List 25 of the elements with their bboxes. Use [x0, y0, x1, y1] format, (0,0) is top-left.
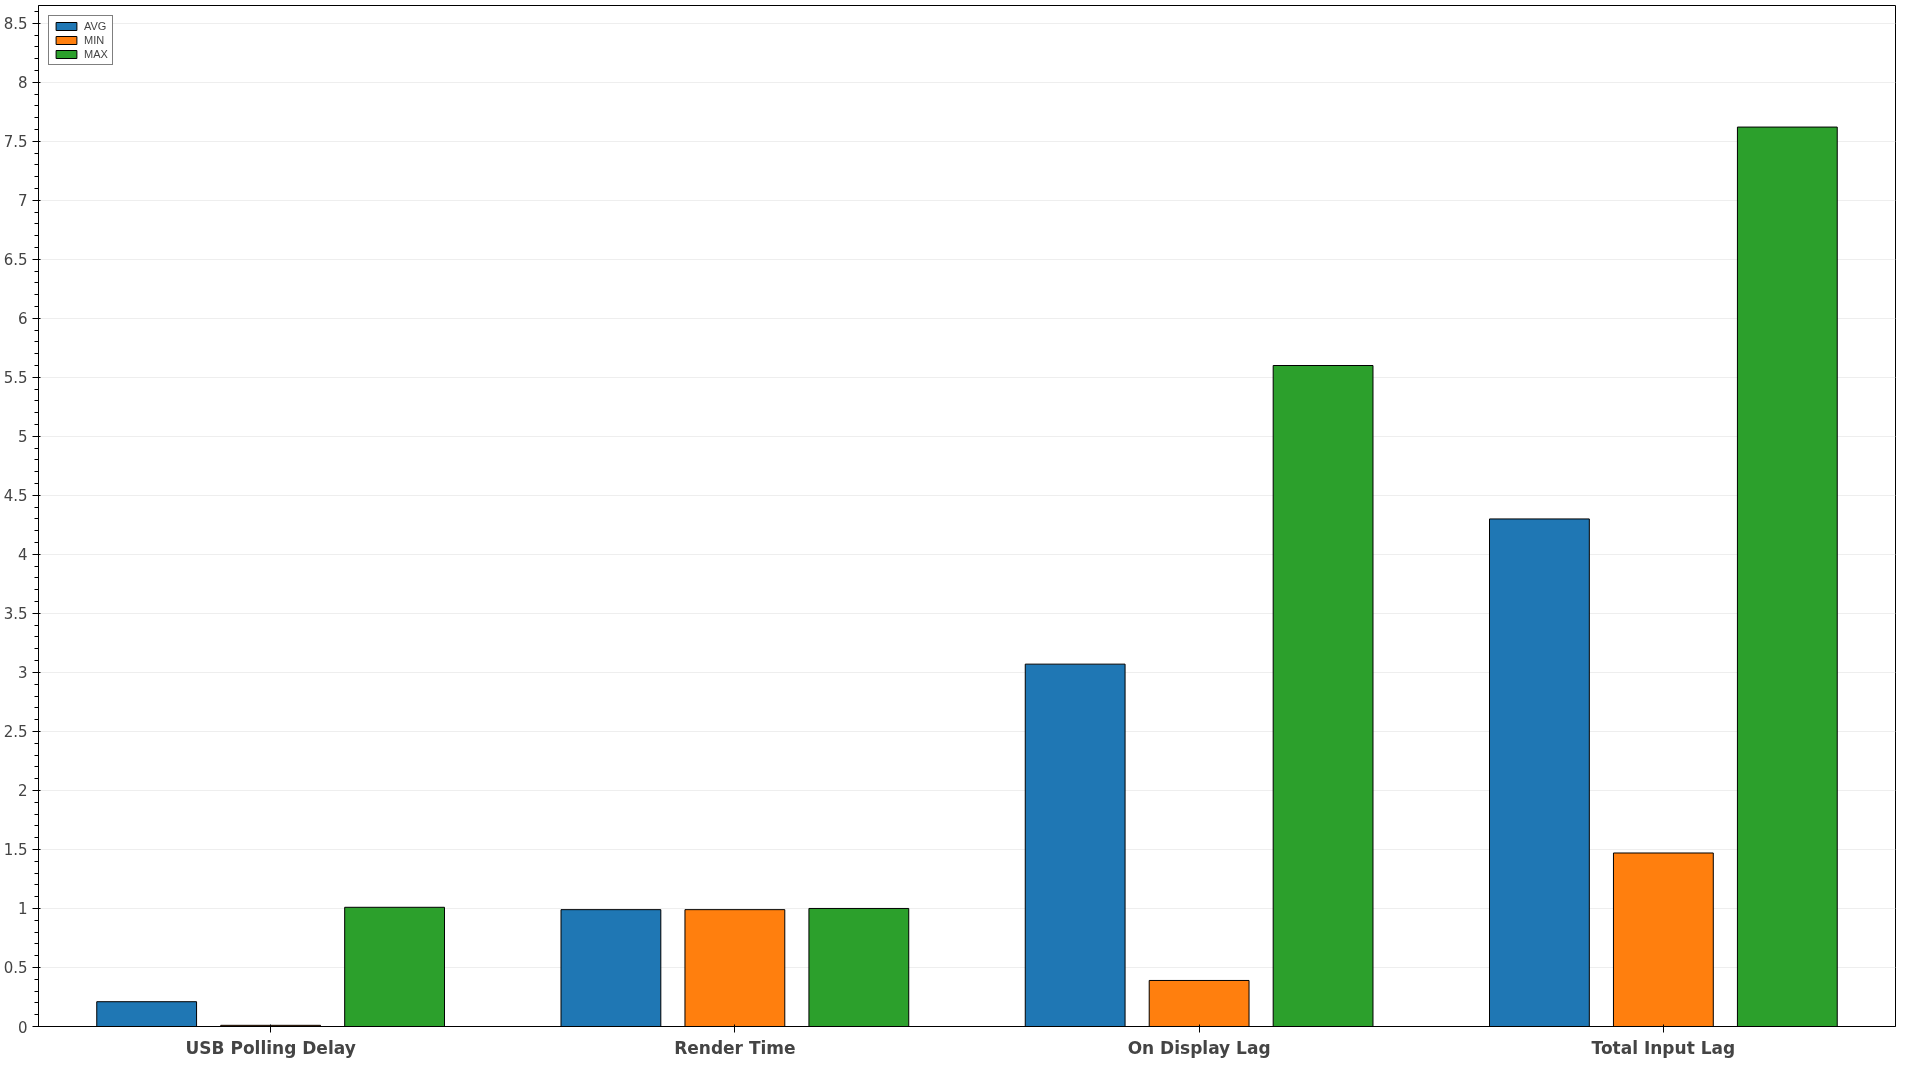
x-tick-label: USB Polling Delay — [185, 1037, 356, 1058]
y-tick-label: 2 — [17, 782, 28, 801]
y-tick-label: 2.5 — [3, 723, 28, 742]
y-tick-label: 1.5 — [3, 841, 28, 860]
x-tick-label: On Display Lag — [1127, 1037, 1271, 1058]
legend-label: MAX — [84, 48, 108, 60]
y-tick-label: 5 — [17, 428, 28, 447]
y-tick-label: 8 — [17, 74, 28, 93]
y-tick-label: 4 — [17, 546, 28, 565]
y-tick-label: 6.5 — [3, 251, 28, 270]
y-tick-label: 7.5 — [3, 133, 28, 152]
y-tick-label: 8.5 — [3, 15, 28, 34]
y-tick-label: 0 — [17, 1018, 28, 1037]
y-tick-label: 4.5 — [3, 487, 28, 506]
y-tick-label: 6 — [17, 310, 28, 329]
y-tick-label: 3.5 — [3, 605, 28, 624]
legend-label: AVG — [84, 20, 107, 32]
x-tick-label: Render Time — [674, 1037, 796, 1058]
y-tick-label: 1 — [17, 900, 28, 919]
y-tick-label: 7 — [17, 192, 28, 211]
y-tick-label: 5.5 — [3, 369, 28, 388]
x-tick-label: Total Input Lag — [1591, 1037, 1736, 1058]
legend-label: MIN — [84, 34, 105, 46]
y-tick-label: 3 — [17, 664, 28, 683]
y-tick-label: 0.5 — [3, 959, 28, 978]
